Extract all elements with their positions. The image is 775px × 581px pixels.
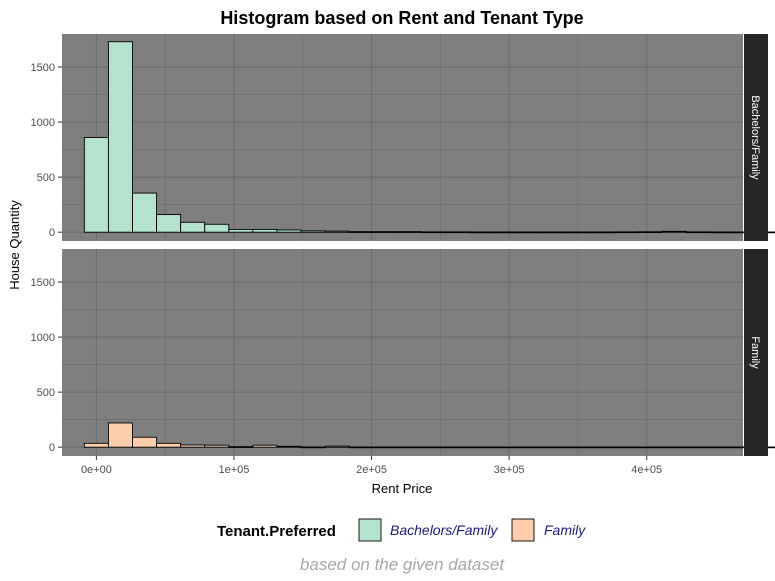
x-tick-label: 0e+00 (81, 464, 112, 476)
histogram-bar (228, 446, 254, 448)
y-tick-label: 1000 (31, 332, 55, 344)
histogram-bar (420, 231, 446, 234)
histogram-bar (83, 442, 109, 448)
facet-strip (744, 249, 768, 456)
y-tick-label: 1500 (31, 62, 55, 74)
legend-key (358, 518, 382, 542)
legend-key (511, 518, 535, 542)
facet-panel: 0 500 1000 1500 Bachelors/Family (31, 34, 775, 241)
histogram-bar (396, 231, 422, 233)
histogram-bar (83, 137, 109, 233)
y-tick-label: 500 (37, 387, 55, 399)
x-tick-label: 2e+05 (356, 464, 387, 476)
facet-strip-label: Bachelors/Family (749, 95, 761, 180)
histogram-bar (661, 446, 687, 449)
histogram-bar (493, 231, 519, 234)
histogram-bar (469, 446, 495, 449)
x-tick-label: 1e+05 (219, 464, 250, 476)
y-axis-title: House Quantity (7, 200, 22, 290)
histogram-bar (372, 446, 398, 449)
legend-title: Tenant.Preferred (217, 523, 336, 540)
y-tick-label: 1000 (31, 117, 55, 129)
histogram-bar (132, 436, 158, 448)
histogram-bar (300, 446, 326, 449)
histogram-bar (228, 228, 254, 233)
y-tick-label: 0 (49, 227, 55, 239)
histogram-bar (180, 444, 206, 448)
y-tick-label: 1500 (31, 277, 55, 289)
histogram-bar (541, 231, 567, 234)
histogram-bar (493, 446, 519, 449)
histogram-bar (252, 444, 278, 448)
histogram-bar (685, 231, 711, 234)
histogram-bar (613, 446, 639, 449)
legend: Tenant.Preferred Bachelors/Family Family (217, 518, 586, 542)
panel-background (62, 249, 743, 456)
legend-label: Family (544, 522, 586, 538)
histogram-bar (445, 446, 471, 449)
histogram-bar (372, 231, 398, 233)
histogram-bar (204, 444, 230, 448)
y-tick-label: 0 (49, 442, 55, 454)
histogram-bar (348, 446, 374, 449)
histogram-bar (469, 231, 495, 234)
histogram-bar (156, 442, 182, 448)
histogram-bar (276, 229, 302, 233)
facet-strip-label: Family (749, 336, 761, 369)
legend-label: Bachelors/Family (390, 522, 498, 538)
histogram-bar (709, 446, 735, 449)
histogram-bar (565, 231, 591, 234)
histogram-bar (685, 446, 711, 449)
histogram-bar (156, 214, 182, 233)
facet-panel: 0 500 1000 1500 Family (31, 249, 775, 456)
histogram-bar (613, 231, 639, 234)
histogram-bar (420, 446, 446, 449)
chart-title: Histogram based on Rent and Tenant Type (220, 8, 583, 28)
histogram-bar (541, 446, 567, 449)
x-axis-title: Rent Price (372, 481, 433, 496)
histogram-bar (300, 230, 326, 233)
histogram-bar (709, 231, 735, 234)
histogram-bar (132, 192, 158, 233)
histogram-bar (589, 231, 615, 234)
histogram-bar (276, 445, 302, 448)
histogram-bar (517, 231, 543, 234)
x-axis: 0e+00 1e+05 2e+05 3e+05 4e+05 (81, 456, 662, 476)
histogram-bar (204, 223, 230, 233)
histogram-bar (324, 445, 350, 448)
x-tick-label: 4e+05 (631, 464, 662, 476)
facet-strip (744, 34, 768, 241)
histogram-bar (565, 446, 591, 449)
chart-caption: based on the given dataset (300, 555, 505, 574)
panel-background (62, 34, 743, 241)
histogram-bar (661, 230, 687, 233)
histogram-bar (637, 446, 663, 449)
facet-panels: 0 500 1000 1500 Bachelors/Family 0 500 1000 1500… (31, 34, 775, 456)
histogram-bar (107, 41, 133, 233)
x-tick-label: 3e+05 (494, 464, 525, 476)
histogram-bar (180, 221, 206, 233)
histogram-bar (637, 231, 663, 234)
histogram-bar (107, 422, 133, 448)
histogram-bar (252, 228, 278, 233)
histogram-bar (445, 231, 471, 234)
histogram-bar (396, 446, 422, 449)
histogram-bar (324, 230, 350, 233)
histogram-bar (517, 446, 543, 449)
histogram-bar (589, 446, 615, 449)
histogram-bar (348, 231, 374, 233)
y-tick-label: 500 (37, 172, 55, 184)
